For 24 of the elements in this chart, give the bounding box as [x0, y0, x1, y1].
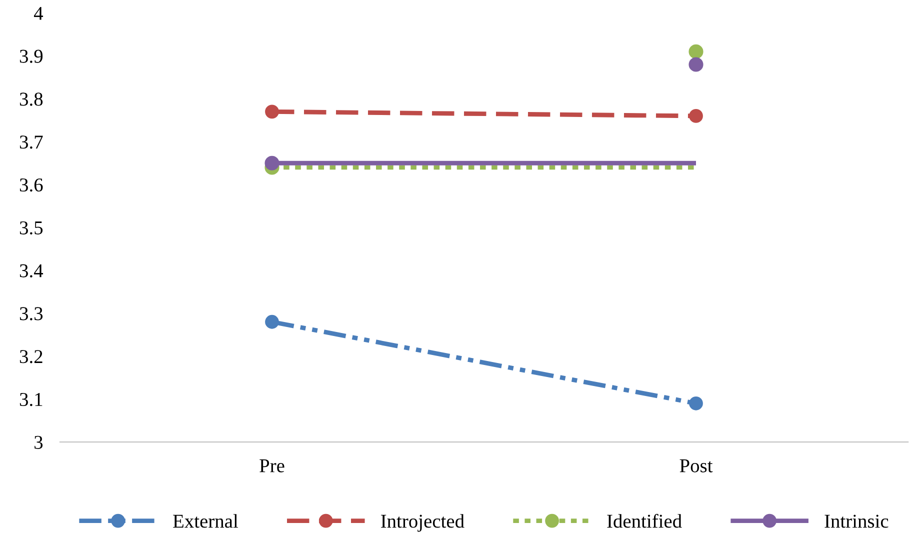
y-tick-label: 3.3 — [20, 307, 43, 320]
y-tick-label: 3.5 — [20, 221, 43, 235]
y-tick-label: 3.6 — [20, 178, 43, 192]
point — [688, 44, 704, 59]
y-tick-label: 3 — [34, 436, 43, 449]
y-tick-label: 3.1 — [20, 392, 42, 406]
point — [265, 314, 279, 329]
point — [264, 156, 280, 170]
y-tick-label: 3.8 — [20, 92, 43, 106]
legend-label: External — [173, 514, 238, 528]
point — [689, 396, 703, 410]
y-tick-label: 3.4 — [20, 264, 44, 278]
x-tick-label: Post — [680, 459, 713, 472]
legend-label: Identified — [607, 514, 682, 528]
y-tick-label: 4 — [34, 6, 44, 20]
legend-label: Introjected — [381, 514, 464, 532]
x-tick-label: Pre — [260, 459, 284, 472]
point — [688, 57, 704, 72]
point — [265, 104, 279, 119]
y-tick-label: 3.9 — [20, 50, 43, 63]
point — [689, 109, 703, 123]
y-tick-label: 3.7 — [20, 136, 43, 149]
legend-label: Intrinsic — [824, 514, 888, 528]
y-tick-label: 3.2 — [20, 350, 42, 364]
